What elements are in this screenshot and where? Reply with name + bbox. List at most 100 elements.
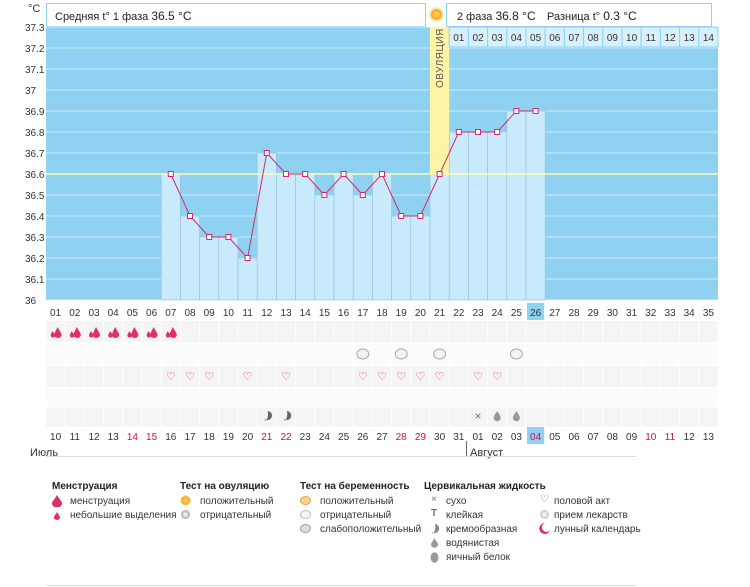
pregnancy-test-mark [433, 348, 447, 360]
watery-icon [431, 538, 438, 548]
symbol-row [46, 408, 718, 427]
calendar-date-label: 10 [50, 432, 62, 443]
ovulation-positive-icon [181, 496, 190, 505]
temperature-bar [352, 194, 373, 301]
temperature-bar [468, 131, 488, 301]
legend-medication: прием лекарств [554, 510, 628, 521]
temperature-point [532, 108, 539, 114]
cycle-day-label: 22 [453, 308, 465, 319]
temperature-point [340, 171, 347, 177]
calendar-date-label: 22 [280, 432, 292, 443]
intercourse-heart: ♡ [166, 370, 176, 383]
calendar-date-label: 27 [376, 432, 388, 443]
cycle-day-label: 34 [684, 308, 696, 319]
intercourse-heart: ♡ [473, 370, 483, 383]
cycle-day-label: 35 [703, 308, 715, 319]
menstruation-drop-small [146, 331, 152, 338]
y-tick-label: 36 [25, 296, 37, 307]
cycle-day-label: 15 [319, 308, 331, 319]
menstruation-drop [169, 327, 177, 338]
calendar-date-label: 15 [146, 432, 158, 443]
temperature-bar [448, 131, 469, 301]
y-tick-label: 36.7 [25, 149, 45, 160]
phase2-day-label: 02 [472, 33, 484, 44]
ovulation-label: ОВУЛЯЦИЯ [435, 28, 446, 88]
menstruation-drop [150, 327, 158, 338]
legend-cervical-title: Цервикальная жидкость [424, 481, 546, 492]
pregnancy-test-mark [509, 348, 523, 360]
symbol-row [46, 388, 718, 407]
phase2-day-label: 03 [492, 33, 504, 44]
sun-icon [431, 9, 442, 20]
legend-cervical-dry: сухо [446, 496, 467, 507]
diff-label: Разница t° [547, 11, 601, 23]
cycle-day-label: 21 [434, 308, 446, 319]
temperature-point [513, 108, 520, 114]
cycle-day-label: 04 [108, 308, 120, 319]
legend-pregnancy-weak: слабоположительный [320, 524, 422, 535]
menstruation-drop-small [108, 331, 113, 338]
intercourse-heart: ♡ [435, 370, 445, 383]
cycle-day-label: 25 [511, 308, 523, 319]
intercourse-heart: ♡ [358, 370, 368, 383]
dry-icon: × [431, 494, 437, 505]
cervical-watery-mark [512, 411, 520, 422]
temperature-point [475, 129, 481, 135]
cycle-day-label: 01 [50, 308, 62, 319]
cervical-creamy-mark [263, 411, 273, 421]
temperature-bar [525, 110, 546, 301]
cycle-day-label: 07 [165, 308, 177, 319]
month-right: Август [470, 447, 504, 459]
temperature-point [436, 171, 443, 177]
calendar-date-label: 18 [204, 432, 216, 443]
temperature-point [167, 171, 174, 177]
phase2-day-label: 06 [549, 33, 561, 44]
legend-bottom-rule [46, 585, 636, 586]
phase2-day-label: 07 [568, 33, 580, 44]
temperature-bar [180, 215, 200, 301]
spotting-drop-icon [54, 512, 60, 520]
symbol-row [46, 366, 718, 387]
y-tick-label: 36.1 [25, 275, 45, 286]
phase2-day-label: 11 [646, 33, 657, 44]
cycle-day-label: 08 [184, 308, 196, 319]
diff-value: 0.3 °C [603, 9, 637, 23]
phase1-label: Средняя t° 1 фаза [55, 11, 149, 23]
temperature-point [225, 234, 232, 240]
calendar-date-label: 12 [88, 432, 100, 443]
current-day-cell [527, 303, 545, 320]
phase2-day-label: 12 [664, 33, 676, 44]
intercourse-heart: ♡ [243, 370, 253, 383]
calendar-date-label: 08 [607, 432, 619, 443]
legend-cervical-sticky: клейкая [446, 510, 484, 521]
menstruation-drop-small [127, 331, 132, 338]
calendar-date-label: 30 [434, 432, 446, 443]
cervical-dry-mark: × [474, 409, 481, 423]
calendar-date-label: 29 [415, 432, 427, 443]
phase2-day-label: 10 [626, 33, 638, 44]
unit-label: °C [28, 3, 40, 15]
calendar-date-label: 13 [108, 432, 120, 443]
intercourse-heart-icon: ♡ [540, 494, 549, 505]
cycle-day-label: 19 [396, 308, 408, 319]
cycle-day-label: 13 [280, 308, 292, 319]
ovulation-negative-icon [181, 510, 190, 519]
cervical-watery-mark [493, 411, 501, 422]
cycle-day-label: 05 [127, 308, 139, 319]
temperature-point [187, 213, 193, 219]
temperature-bar [391, 215, 412, 301]
menstruation-drop [54, 327, 62, 338]
cycle-day-label: 27 [549, 308, 561, 319]
phase2-day-label: 14 [703, 33, 715, 44]
menstruation-drop-small [50, 331, 56, 338]
y-tick-label: 37.1 [25, 65, 45, 76]
current-date-cell [527, 427, 545, 444]
phase2-day-label: 01 [453, 33, 465, 44]
y-tick-label: 36.3 [25, 233, 45, 244]
calendar-date-label: 09 [626, 432, 638, 443]
calendar-date-label: 20 [242, 432, 254, 443]
legend: Менструация менструация небольшие выделе… [50, 481, 690, 581]
moon-icon [539, 523, 550, 534]
